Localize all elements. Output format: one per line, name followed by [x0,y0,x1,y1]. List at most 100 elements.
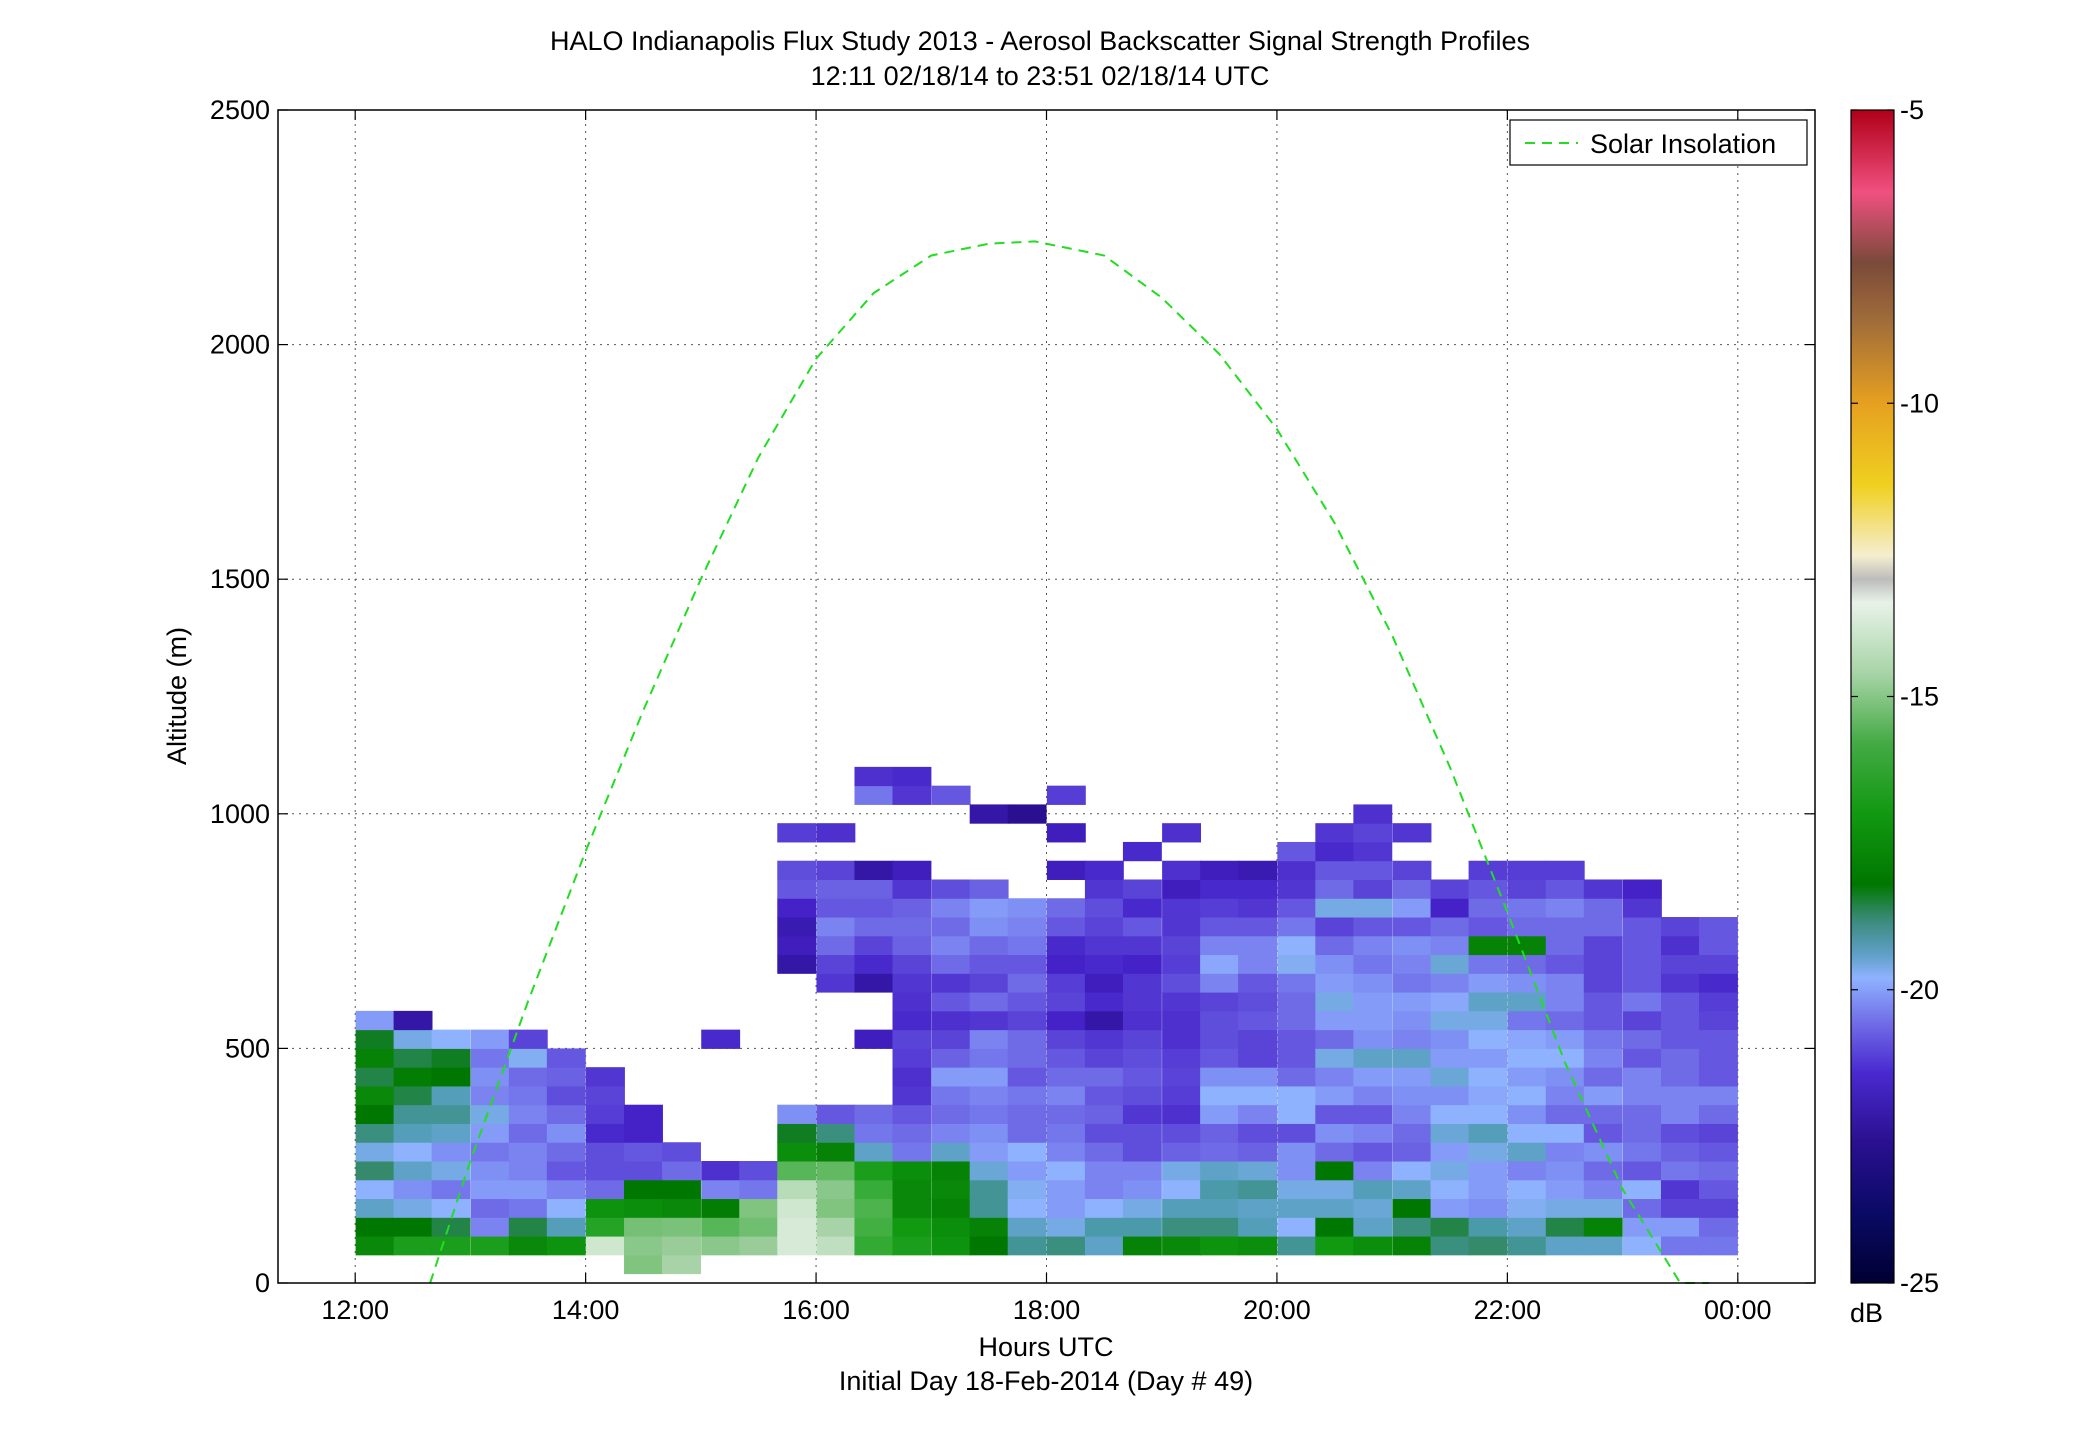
colorbar-unit-label: dB [1850,1298,1883,1328]
heatmap-cell-170 [892,1029,932,1049]
heatmap-cell-510 [1507,1123,1547,1143]
heatmap-cell-521 [1507,917,1547,937]
heatmap-cell-59 [508,1067,548,1087]
heatmap-cell-51 [508,1217,548,1237]
heatmap-cell-90 [624,1123,663,1143]
x-tick-label-3: 18:00 [1013,1295,1081,1325]
heatmap-cell-323 [1162,954,1202,974]
heatmap-cell-414 [1315,860,1355,880]
heatmap-cell-595 [1660,1067,1700,1087]
heatmap-cell-0 [355,1236,395,1256]
heatmap-cell-481 [1430,898,1470,918]
heatmap-cell-292 [1122,1142,1162,1162]
x-axis-label: Hours UTC [978,1332,1113,1362]
heatmap-cell-380 [1277,1085,1317,1106]
heatmap-cell-514 [1507,1048,1547,1068]
heatmap-cell-376 [1277,1161,1317,1181]
heatmap-cell-97 [662,1161,701,1181]
heatmap-cell-281 [1084,954,1124,974]
heatmap-cell-55 [508,1142,548,1162]
heatmap-cell-557 [1583,1029,1623,1049]
heatmap-cell-275 [1084,1067,1124,1087]
heatmap-cell-350 [1200,860,1240,880]
heatmap-cell-216 [969,992,1009,1012]
heatmap-cell-548 [1583,1198,1623,1218]
heatmap-cell-157 [854,785,894,805]
heatmap-cell-132 [816,1104,856,1124]
heatmap-cell-180 [892,785,932,805]
heatmap-cell-309 [1162,1217,1202,1237]
heatmap-cell-377 [1277,1142,1317,1162]
heatmap-cell-467 [1430,1161,1470,1181]
heatmap-cell-219 [969,935,1009,956]
legend-entry-solar-insolation: Solar Insolation [1590,129,1776,159]
heatmap-cell-594 [1660,1085,1700,1106]
heatmap-cell-84 [624,1236,663,1256]
heatmap-cell-559 [1583,992,1623,1012]
heatmap-cell-123 [777,860,817,880]
heatmap-cell-508 [1507,1161,1547,1181]
heatmap-cell-189 [931,1104,971,1124]
heatmap-cell-389 [1277,917,1317,937]
heatmap-cell-587 [1660,1217,1700,1237]
heatmap-cell-620 [1699,935,1738,956]
heatmap-cell-130 [816,1142,856,1162]
heatmap-cell-169 [892,1048,932,1068]
heatmap-cell-532 [1545,1104,1585,1124]
heatmap-cell-602 [1660,935,1700,956]
heatmap-cell-383 [1277,1029,1317,1049]
heatmap-cell-332 [1200,1198,1240,1218]
heatmap-cell-435 [1353,898,1393,918]
heatmap-cell-211 [969,1085,1009,1106]
heatmap-cell-327 [1162,879,1202,899]
heatmap-cell-118 [777,954,817,974]
heatmap-cell-402 [1315,1085,1355,1106]
heatmap-cell-151 [854,954,894,974]
heatmap-cell-558 [1583,1010,1623,1031]
heatmap-cell-420 [1353,1179,1393,1200]
heatmap-cell-600 [1660,973,1700,993]
heatmap-cell-480 [1430,917,1470,937]
heatmap-cell-282 [1084,935,1124,956]
heatmap-cell-272 [1084,1123,1124,1143]
heatmap-cell-442 [1392,1217,1432,1237]
heatmap-cell-38 [470,1236,510,1256]
colorbar: -5 -10 -15 -20 -25 dB [1850,95,1939,1328]
heatmap-cell-573 [1622,1104,1662,1124]
heatmap-cell-83 [624,1254,663,1275]
heatmap-cell-344 [1200,973,1240,993]
heatmap-cell-556 [1583,1048,1623,1068]
x-tick-label-0: 12:00 [321,1295,389,1325]
heatmap-cell-583 [1622,917,1662,937]
heatmap-cell-35 [431,1067,471,1087]
heatmap-cell-179 [892,860,932,880]
heatmap-cell-331 [1200,1217,1240,1237]
heatmap-cell-593 [1660,1104,1700,1124]
heatmap-cell-263 [1046,860,1086,880]
heatmap-cell-457 [1392,935,1432,956]
heatmap-cell-439 [1353,823,1393,843]
heatmap-cell-289 [1122,1198,1162,1218]
heatmap-cell-20 [393,1104,433,1124]
heatmap-cell-360 [1238,1067,1278,1087]
heatmap-cell-287 [1122,1236,1162,1256]
heatmap-cell-354 [1238,1179,1278,1200]
heatmap-cell-523 [1507,879,1547,899]
heatmap-cell-619 [1699,954,1738,974]
heatmap-cell-316 [1162,1085,1202,1106]
heatmap-cell-115 [777,1142,817,1162]
heatmap-cell-15 [393,1198,433,1218]
heatmap-cell-120 [777,917,817,937]
heatmap-cell-412 [1315,898,1355,918]
heatmap-cell-284 [1084,898,1124,918]
heatmap-cell-466 [1430,1179,1470,1200]
heatmap-cell-501 [1468,898,1508,918]
heatmap-cell-494 [1468,1029,1508,1049]
heatmap-cell-122 [777,879,817,899]
heatmap-cell-530 [1545,1142,1585,1162]
heatmap-cell-535 [1545,1048,1585,1068]
heatmap-cell-261 [1046,917,1086,937]
heatmap-cell-206 [969,1179,1009,1200]
